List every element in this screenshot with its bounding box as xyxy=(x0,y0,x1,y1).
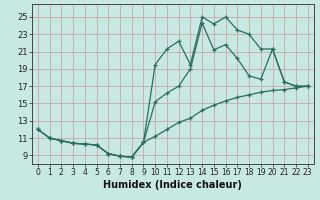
X-axis label: Humidex (Indice chaleur): Humidex (Indice chaleur) xyxy=(103,180,242,190)
